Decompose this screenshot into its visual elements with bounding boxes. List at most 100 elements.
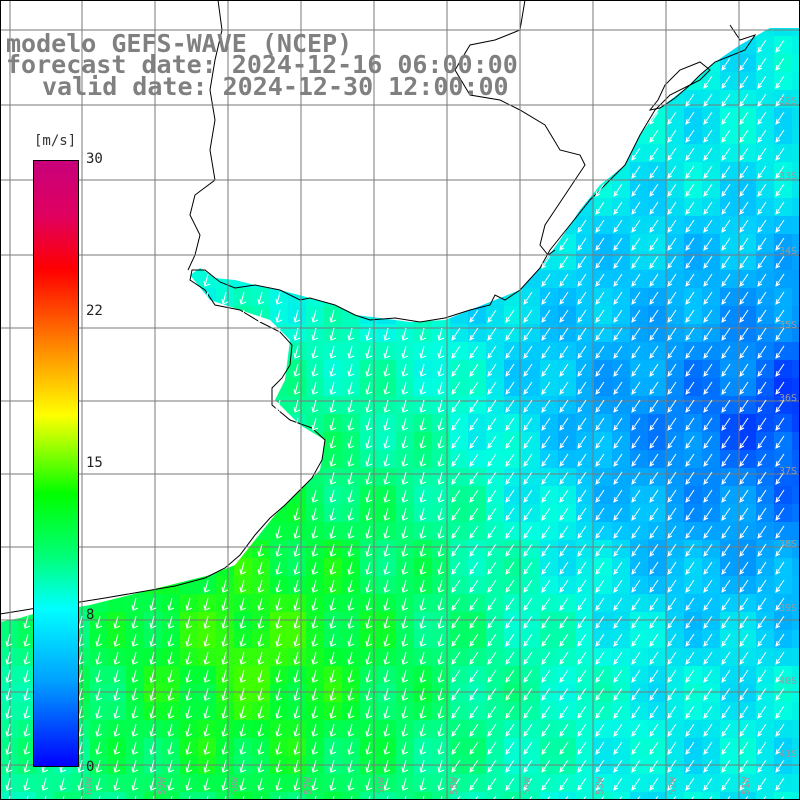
speed-cell	[342, 792, 360, 800]
wind-arrow	[401, 417, 409, 431]
wind-arrow	[559, 363, 569, 377]
speed-cell	[612, 522, 630, 540]
wind-arrow	[739, 453, 749, 467]
wind-arrow	[577, 633, 587, 647]
wind-arrow	[505, 615, 515, 629]
speed-cell	[450, 792, 468, 800]
speed-cell	[540, 666, 558, 684]
wind-arrow	[275, 327, 283, 341]
speed-cell	[774, 648, 792, 666]
speed-cell	[738, 522, 756, 540]
wind-arrow	[541, 255, 551, 269]
wind-arrow	[239, 633, 247, 647]
speed-cell	[630, 576, 648, 594]
wind-arrow	[649, 777, 659, 791]
wind-arrow	[23, 633, 31, 647]
wind-arrow	[224, 795, 227, 800]
speed-cell	[612, 414, 630, 432]
speed-cell	[522, 702, 540, 720]
wind-arrow	[649, 723, 659, 737]
wind-arrow	[365, 435, 373, 449]
wind-arrow	[631, 525, 641, 539]
speed-cell	[756, 252, 774, 270]
wind-arrow	[401, 489, 409, 503]
wind-arrow	[613, 183, 623, 197]
wind-arrow	[739, 669, 749, 683]
speed-cell	[540, 612, 558, 630]
speed-cell	[684, 180, 702, 198]
wind-arrow	[293, 417, 301, 431]
speed-cell	[522, 630, 540, 648]
wind-arrow	[631, 381, 641, 395]
wind-arrow	[775, 651, 785, 665]
wind-arrow	[329, 615, 337, 629]
speed-cell	[738, 486, 756, 504]
speed-cell	[774, 180, 792, 198]
speed-cell	[594, 702, 612, 720]
wind-arrow	[739, 561, 749, 575]
wind-arrow	[667, 759, 677, 773]
wind-arrow	[577, 345, 587, 359]
wind-arrow	[757, 705, 767, 719]
wind-arrow	[437, 507, 445, 521]
wind-arrow	[419, 453, 427, 467]
speed-cell	[702, 144, 720, 162]
speed-cell	[576, 252, 594, 270]
wind-arrow	[685, 417, 695, 431]
wind-arrow	[703, 363, 713, 377]
wind-arrow	[667, 543, 677, 557]
wind-arrow	[775, 255, 785, 269]
speed-cell	[558, 738, 576, 756]
speed-cell	[774, 90, 792, 108]
speed-cell	[522, 738, 540, 756]
wind-arrow	[311, 381, 319, 395]
wind-arrow	[5, 759, 13, 773]
wind-arrow	[577, 597, 587, 611]
wind-arrow	[613, 291, 623, 305]
wind-arrow	[739, 615, 749, 629]
wind-arrow	[437, 777, 445, 791]
wind-arrow	[559, 399, 569, 413]
wind-arrow	[487, 453, 497, 467]
wind-arrow	[541, 579, 551, 593]
wind-arrow	[487, 687, 497, 701]
speed-cell	[612, 630, 630, 648]
wind-arrow	[721, 597, 731, 611]
speed-cell	[756, 522, 774, 540]
speed-cell	[792, 432, 800, 450]
wind-arrow	[365, 381, 373, 395]
wind-arrow	[221, 777, 229, 791]
wind-arrow	[451, 579, 461, 593]
lat-label: 32S	[779, 96, 797, 107]
speed-cell	[792, 504, 800, 522]
speed-cell	[774, 378, 792, 396]
wind-arrow	[523, 327, 533, 341]
wind-arrow	[775, 525, 785, 539]
wind-arrow	[613, 201, 623, 215]
speed-cell	[648, 666, 666, 684]
wind-arrow	[757, 39, 767, 53]
speed-cell	[756, 612, 774, 630]
wind-arrow	[167, 777, 175, 791]
lon-label: 52W	[668, 776, 679, 795]
wind-arrow	[667, 687, 677, 701]
speed-cell	[666, 126, 684, 144]
wind-arrow	[649, 759, 659, 773]
speed-cell	[756, 90, 774, 108]
wind-arrow	[703, 291, 713, 305]
speed-cell	[198, 792, 216, 800]
speed-cell	[720, 504, 738, 522]
wind-arrow	[505, 579, 515, 593]
wind-arrow	[419, 507, 427, 521]
wind-arrow	[541, 651, 551, 665]
speed-cell	[666, 288, 684, 306]
speed-cell	[666, 666, 684, 684]
wind-arrow	[293, 633, 301, 647]
longitude-labels: 60W 59W 58W 57W 56W 55W 54W 53W 52W 51W	[84, 776, 752, 795]
speed-cell	[720, 378, 738, 396]
wind-arrow	[559, 615, 569, 629]
speed-cell	[414, 792, 432, 800]
wind-arrow	[257, 309, 265, 323]
wind-arrow	[365, 759, 373, 773]
speed-cell	[630, 504, 648, 522]
